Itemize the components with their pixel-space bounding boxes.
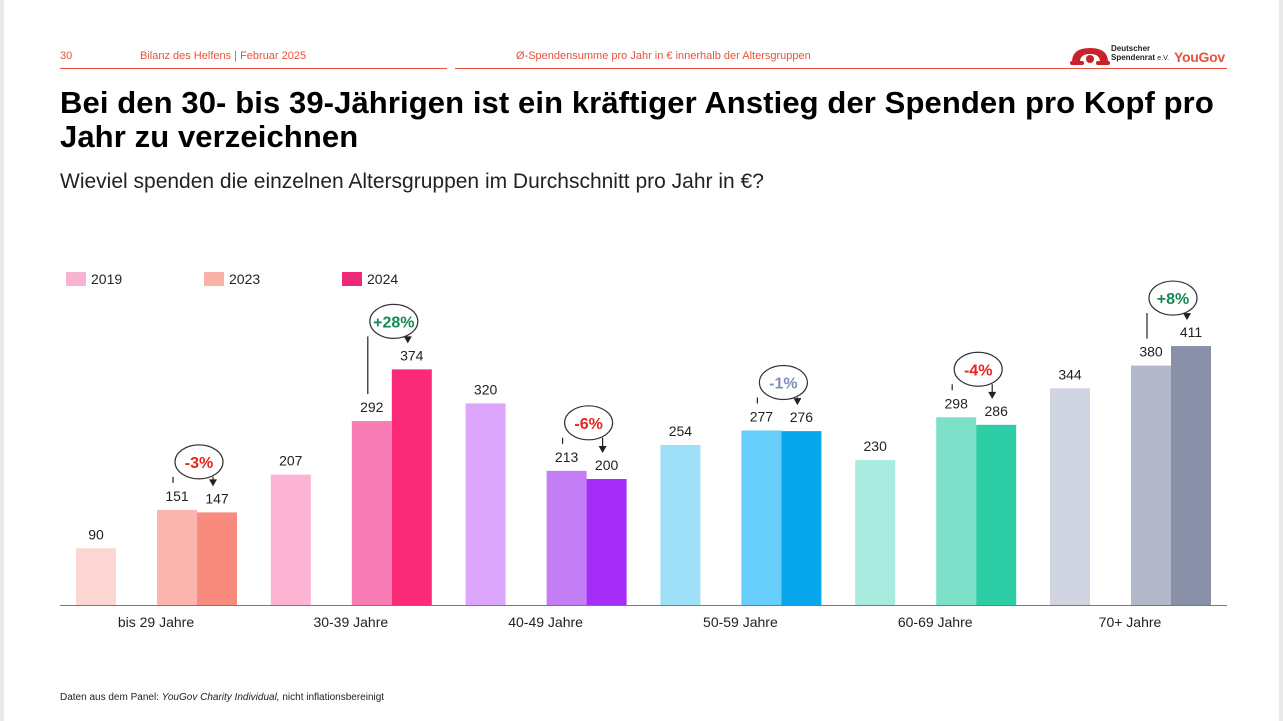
category-label: 40-49 Jahre (508, 614, 583, 630)
report-title: Bilanz des Helfens | Februar 2025 (140, 50, 307, 62)
footnote-suffix: nicht inflationsbereinigt (279, 692, 385, 703)
bar (546, 470, 587, 605)
category-label: 30-39 Jahre (313, 614, 388, 630)
data-label: 151 (165, 488, 189, 504)
data-label: 200 (595, 457, 619, 473)
bar (465, 403, 506, 605)
bar (936, 417, 977, 605)
header-rule-right (455, 68, 1227, 69)
data-label: 374 (400, 347, 424, 363)
data-label: 292 (360, 399, 384, 415)
change-arrow-head (209, 479, 217, 487)
data-label: 320 (474, 381, 498, 397)
data-label: 90 (88, 526, 104, 542)
change-label: -3% (185, 455, 213, 472)
data-label: 213 (555, 449, 579, 465)
category-label: 50-59 Jahre (703, 614, 778, 630)
change-ellipse (174, 444, 224, 480)
spendenrat-logo-icon (1070, 48, 1110, 65)
footnote: Daten aus dem Panel: YouGov Charity Indi… (60, 692, 384, 703)
change-arrow-head (598, 446, 607, 453)
bar (76, 548, 116, 605)
change-ellipse (953, 351, 1003, 387)
change-ellipse (758, 364, 809, 401)
data-label: 230 (864, 438, 888, 454)
change-label: +28% (373, 314, 414, 331)
bar (197, 512, 237, 605)
data-label: 298 (945, 395, 969, 411)
section-title: Ø-Spendensumme pro Jahr in € innerhalb d… (516, 50, 811, 62)
data-label: 286 (985, 403, 1009, 419)
category-label: 70+ Jahre (1099, 614, 1162, 630)
change-arrow-head (1183, 313, 1191, 321)
data-label: 344 (1058, 366, 1082, 382)
category-label: 60-69 Jahre (898, 614, 973, 630)
data-label: 147 (205, 490, 229, 506)
bar (270, 474, 311, 605)
bar (660, 444, 701, 605)
legend-label: 2023 (229, 271, 260, 287)
change-arrow-head (793, 398, 802, 406)
change-label: +8% (1157, 291, 1189, 308)
change-label: -1% (769, 375, 797, 392)
logo-line2: Spendenrat (1111, 53, 1156, 62)
legend-swatch (204, 272, 224, 286)
bar (586, 479, 627, 605)
bar (976, 424, 1017, 605)
page-subtitle: Wieviel spenden die einzelnen Altersgrup… (60, 170, 764, 193)
bar (391, 369, 432, 605)
bar (781, 431, 822, 605)
bar (741, 430, 782, 605)
data-label: 277 (750, 408, 774, 424)
change-ellipse (1148, 280, 1198, 316)
change-label: -6% (574, 416, 602, 433)
change-arrow-head (988, 391, 997, 399)
change-label: -4% (964, 362, 992, 379)
page-title: Bei den 30- bis 39-Jährigen ist ein kräf… (60, 85, 1214, 154)
legend-swatch (342, 272, 362, 286)
change-ellipse (369, 303, 419, 339)
category-label: bis 29 Jahre (118, 614, 194, 630)
bar-chart: 2019 2023 2024 90 151 147 bis 29 Jahre -3% 207 29… (60, 271, 1227, 630)
legend-swatch (66, 272, 86, 286)
legend-label: 2019 (91, 271, 122, 287)
logo-line1: Deutscher (1111, 44, 1151, 53)
logo-ev: e.V. (1157, 55, 1170, 62)
footnote-prefix: Daten aus dem Panel: (60, 692, 162, 703)
slide: 30 Bilanz des Helfens | Februar 2025 Ø-S… (4, 0, 1279, 721)
legend-label: 2024 (367, 271, 398, 287)
data-label: 276 (790, 409, 814, 425)
data-label: 254 (669, 423, 693, 439)
spendenrat-logo-text: Deutscher Spendenrat e.V. (1111, 44, 1169, 63)
bar (1050, 388, 1090, 605)
yougov-logo: YouGov (1174, 49, 1225, 65)
bar (1171, 346, 1211, 605)
bar (1131, 365, 1171, 605)
header-rule-left (60, 68, 447, 69)
bar (855, 460, 896, 605)
bar (157, 509, 197, 605)
page-number: 30 (60, 50, 73, 62)
change-arrow-head (403, 336, 412, 344)
bar (351, 421, 392, 605)
data-label: 411 (1180, 324, 1203, 340)
footnote-source: YouGov Charity Individual, (161, 692, 280, 703)
data-label: 207 (279, 453, 303, 469)
data-label: 380 (1139, 344, 1163, 360)
change-ellipse (563, 405, 614, 441)
